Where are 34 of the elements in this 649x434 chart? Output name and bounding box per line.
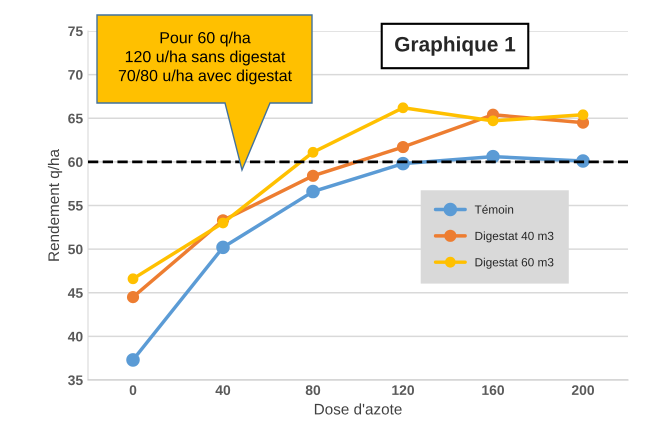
chart-title: Graphique 1 <box>395 36 516 56</box>
x-tick-label: 0 <box>130 385 136 396</box>
point <box>488 115 498 126</box>
y-tick-label: 60 <box>68 157 83 168</box>
legend-label: Témoin <box>474 204 514 214</box>
point <box>398 102 408 114</box>
x-tick-label: 120 <box>392 385 414 396</box>
legend-label: Digestat 60 m3 <box>476 258 554 269</box>
point <box>216 240 230 254</box>
point <box>126 291 140 304</box>
point <box>578 109 588 120</box>
point <box>306 170 320 182</box>
point <box>128 273 138 284</box>
y-tick-label: 50 <box>68 244 83 254</box>
point <box>308 146 318 158</box>
x-tick-label: 160 <box>482 385 504 396</box>
point <box>306 184 320 198</box>
y-axis-title: Rendement q/ha <box>48 149 62 261</box>
y-tick-label: 35 <box>68 375 83 386</box>
x-tick-label: 40 <box>215 385 230 396</box>
y-tick-label: 70 <box>68 70 83 80</box>
point <box>218 218 228 228</box>
y-tick-label: 40 <box>68 332 83 342</box>
y-tick-label: 45 <box>68 288 83 298</box>
x-tick-label: 80 <box>306 385 320 396</box>
y-tick-label: 55 <box>68 200 83 211</box>
legend-label: Digestat 40 m3 <box>476 231 554 242</box>
annotation: Pour 60 q/ha 120 u/ha sans digestat 70/80 u/ha avec digestat <box>118 32 292 84</box>
x-axis-title: Dose d'azote <box>314 403 402 415</box>
point <box>126 353 140 367</box>
y-tick-label: 75 <box>68 26 83 36</box>
y-tick-label: 65 <box>68 114 83 124</box>
x-tick-label: 200 <box>572 385 594 396</box>
point <box>396 140 410 154</box>
